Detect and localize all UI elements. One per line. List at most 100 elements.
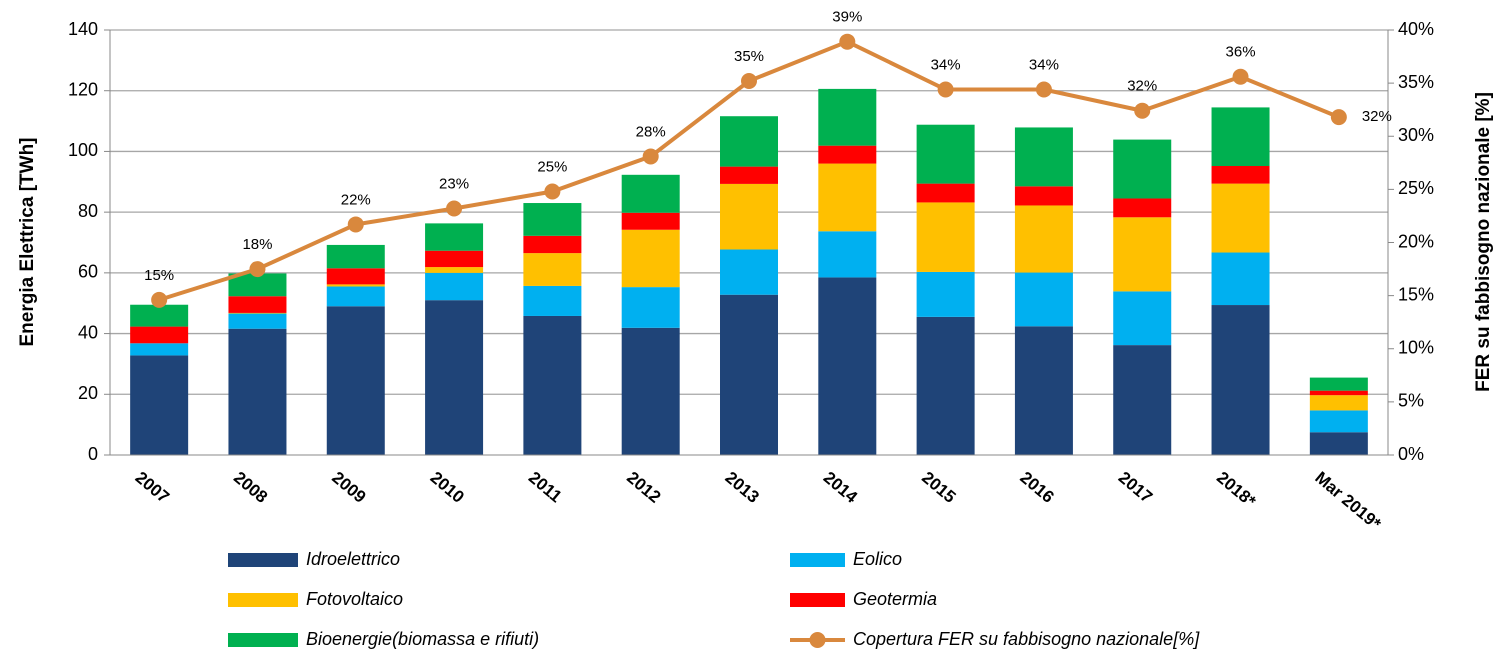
bar-segment: [818, 163, 877, 232]
bar-segment: [1309, 395, 1368, 411]
line-point: [1134, 102, 1151, 119]
line-point: [741, 73, 757, 89]
y-tick-label: 100: [68, 140, 98, 160]
y-axis-title: Energia Elettrica [TWh]: [17, 137, 38, 346]
bar-segment: [523, 235, 582, 254]
bar-segment: [818, 231, 877, 278]
bar-segment: [523, 285, 582, 316]
data-label: 15%: [144, 267, 174, 284]
bar-segment: [1211, 305, 1270, 455]
bar-segment: [1309, 390, 1368, 396]
x-tick-label: 2012: [623, 468, 664, 507]
x-tick-label: 2008: [230, 468, 271, 507]
y2-tick-label: 40%: [1398, 19, 1434, 39]
x-tick-label: 2010: [427, 468, 468, 507]
bar-segment: [1014, 326, 1073, 455]
y2-tick-label: 35%: [1398, 72, 1434, 92]
bar-segment: [1309, 432, 1368, 455]
y-tick-label: 20: [78, 383, 98, 403]
line-point: [347, 216, 364, 233]
bar-segment: [621, 212, 680, 230]
bar-segment: [916, 271, 975, 317]
legend-marker: [809, 632, 826, 648]
bar-segment: [130, 355, 189, 455]
bar-segment: [523, 315, 582, 455]
bar-segment: [228, 313, 287, 329]
bar-segment: [1211, 183, 1270, 253]
data-label: 36%: [1226, 44, 1256, 61]
bar-segment: [818, 277, 877, 455]
y-tick-label: 80: [78, 201, 98, 221]
bar-segment: [425, 250, 484, 268]
legend-swatch: [228, 593, 298, 607]
bar-segment: [425, 223, 484, 251]
legend-swatch: [228, 633, 298, 647]
x-tick-label: 2018*: [1213, 468, 1260, 511]
data-label: 34%: [1029, 56, 1059, 73]
bar-segment: [916, 202, 975, 272]
line-point: [1035, 81, 1052, 98]
data-label: 32%: [1362, 108, 1392, 125]
data-label: 35%: [734, 48, 764, 65]
y2-tick-label: 0%: [1398, 444, 1424, 464]
bar-segment: [720, 183, 778, 250]
bar-segment: [1113, 345, 1172, 455]
data-label: 22%: [341, 191, 371, 208]
bar-segment: [1211, 252, 1270, 306]
data-label: 32%: [1127, 78, 1157, 95]
bar-segment: [523, 253, 582, 286]
bar-segment: [720, 249, 778, 295]
bar-segment: [425, 267, 484, 273]
bar-segment: [326, 268, 385, 285]
bar-segment: [130, 343, 189, 356]
bar-segment: [621, 327, 680, 455]
y-tick-label: 0: [88, 444, 98, 464]
bar-segment: [130, 326, 189, 344]
y2-tick-label: 25%: [1398, 178, 1434, 198]
line-point: [839, 33, 856, 50]
legend-label: Copertura FER su fabbisogno nazionale[%]: [853, 629, 1200, 649]
bar-segment: [720, 294, 778, 455]
legend-swatch: [228, 553, 298, 567]
x-tick-label: Mar 2019*: [1311, 468, 1384, 534]
legend-label: Geotermia: [853, 589, 937, 609]
y2-tick-label: 30%: [1398, 125, 1434, 145]
bar-segment: [130, 304, 189, 327]
bar-segment: [818, 88, 877, 146]
data-label: 25%: [537, 158, 567, 175]
bar-segment: [621, 287, 680, 328]
y2-tick-label: 15%: [1398, 284, 1434, 304]
bar-segment: [1113, 198, 1172, 218]
bar-segment: [916, 183, 975, 203]
bar-segment: [326, 306, 385, 455]
legend-label: Eolico: [853, 549, 902, 569]
legend-label: Idroelettrico: [306, 549, 400, 569]
bar-segment: [1113, 139, 1172, 199]
bar-segment: [326, 284, 385, 287]
legend-swatch: [790, 553, 845, 567]
bar-segment: [720, 166, 778, 184]
bar-segment: [228, 312, 287, 314]
bar-segment: [523, 203, 582, 236]
legend-swatch: [790, 593, 845, 607]
bar-segment: [326, 244, 385, 269]
bar-segment: [1211, 166, 1270, 184]
data-label: 23%: [439, 175, 469, 192]
y2-tick-label: 5%: [1398, 391, 1424, 411]
line-point: [1330, 109, 1347, 126]
bar-segment: [1211, 107, 1270, 166]
y-tick-label: 140: [68, 19, 98, 39]
legend-label: Fotovoltaico: [306, 589, 403, 609]
bar-segment: [1309, 377, 1368, 391]
bar-segment: [326, 286, 385, 307]
line-point: [151, 291, 168, 308]
bar-segment: [621, 229, 680, 288]
bar-segment: [1014, 127, 1073, 187]
x-tick-label: 2007: [132, 468, 173, 507]
legend-label: Bioenergie(biomassa e rifiuti): [306, 629, 539, 649]
bar-segment: [228, 296, 287, 313]
bar-segment: [818, 145, 877, 164]
y2-tick-label: 10%: [1398, 338, 1434, 358]
bar-segment: [1113, 217, 1172, 292]
